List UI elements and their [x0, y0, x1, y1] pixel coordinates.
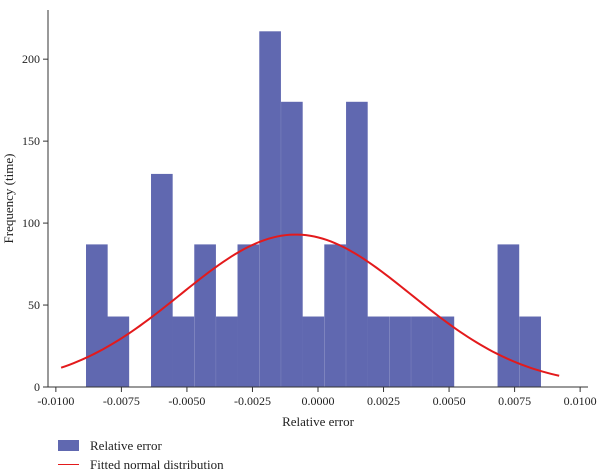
histogram-bar [324, 244, 346, 387]
y-tick-label: 50 [28, 298, 40, 312]
histogram-bar [302, 316, 325, 387]
y-tick-label: 0 [34, 380, 40, 394]
legend-label: Relative error [90, 437, 162, 453]
legend: Relative error Fitted normal distributio… [58, 436, 224, 474]
x-tick-label: 0.0025 [367, 394, 400, 408]
y-tick-label: 100 [22, 216, 40, 230]
histogram-bar [367, 316, 390, 387]
histogram-bar [497, 244, 520, 387]
histogram-bar [194, 244, 216, 387]
fitted-normal-curve [60, 233, 560, 377]
legend-bar-swatch [58, 440, 79, 451]
histogram-bar [259, 31, 281, 388]
histogram-bar [346, 101, 368, 387]
histogram-bar [172, 316, 195, 387]
x-tick-label: -0.0100 [37, 394, 74, 408]
x-tick-label: 0.0000 [302, 394, 335, 408]
histogram-bar [237, 244, 260, 387]
legend-line-swatch [58, 464, 79, 465]
x-tick-label: -0.0050 [168, 394, 205, 408]
histogram-bar [281, 101, 303, 387]
histogram-bar [411, 316, 433, 387]
x-tick-label: -0.0075 [103, 394, 140, 408]
x-tick-label: 0.0100 [564, 394, 597, 408]
legend-label: Fitted normal distribution [90, 456, 224, 472]
histogram-bar [86, 244, 108, 387]
y-tick-label: 150 [22, 134, 40, 148]
axes: -0.0100 -0.0075 -0.0050 -0.0025 0.0000 0.0025… [22, 10, 597, 408]
legend-item-fitted-normal: Fitted normal distribution [58, 455, 224, 474]
histogram-bar [432, 316, 455, 387]
histogram-bars [86, 31, 541, 388]
histogram-bar [519, 316, 541, 387]
histogram-bar [389, 316, 411, 387]
histogram-bar [216, 316, 238, 387]
histogram-bar [107, 316, 130, 387]
x-tick-label: 0.0075 [498, 394, 531, 408]
x-axis-label: Relative error [282, 414, 354, 429]
legend-item-relative-error: Relative error [58, 436, 224, 455]
y-axis-label: Frequency (time) [1, 154, 16, 244]
y-tick-label: 200 [22, 52, 40, 66]
x-tick-label: -0.0025 [234, 394, 271, 408]
histogram-bar [151, 173, 173, 387]
x-tick-label: 0.0050 [433, 394, 466, 408]
